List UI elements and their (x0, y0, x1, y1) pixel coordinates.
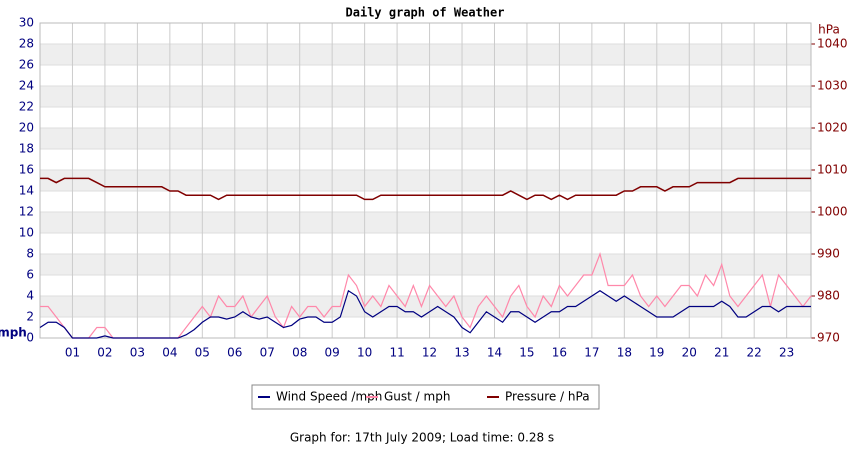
y-tick-label: 14 (19, 184, 34, 198)
grid-band (40, 212, 811, 233)
x-tick-label: 22 (747, 346, 762, 360)
x-tick-label: 20 (682, 346, 697, 360)
x-tick-label: 10 (357, 346, 372, 360)
x-tick-label: 16 (552, 346, 567, 360)
x-tick-label: 23 (779, 346, 794, 360)
legend-label: Wind Speed /mph (276, 390, 382, 404)
y-tick-label: 20 (19, 121, 34, 135)
y2-tick-label: 980 (817, 289, 840, 303)
plot-frame (39, 22, 812, 339)
y2-tick-label: 990 (817, 247, 840, 261)
x-tick-label: 15 (519, 346, 534, 360)
y2-axis-label: hPa (818, 23, 840, 37)
x-tick-label: 12 (422, 346, 437, 360)
y-axis-label: mph (0, 326, 27, 340)
legend-label: Pressure / hPa (505, 390, 590, 404)
x-tick-label: 07 (260, 346, 275, 360)
y-tick-label: 26 (19, 58, 34, 72)
x-tick-label: 03 (130, 346, 145, 360)
x-tick-label: 06 (227, 346, 242, 360)
legend (251, 384, 600, 410)
grid-band (40, 128, 811, 149)
y2-tick-label: 1020 (817, 121, 848, 135)
footer: Graph for: 17th July 2009; Load time: 0.… (290, 431, 554, 445)
y-tick-label: 4 (26, 289, 34, 303)
grid-band (40, 296, 811, 317)
grid-band (40, 44, 811, 65)
y-tick-label: 10 (19, 226, 34, 240)
y-tick-label: 12 (19, 205, 34, 219)
grid-band (40, 86, 811, 107)
y-tick-label: 0 (26, 331, 34, 345)
x-tick-label: 02 (97, 346, 112, 360)
y-tick-label: 30 (19, 16, 34, 30)
y-tick-label: 28 (19, 37, 34, 51)
x-tick-label: 18 (617, 346, 632, 360)
x-tick-label: 04 (162, 346, 177, 360)
y2-tick-label: 1010 (817, 163, 848, 177)
y2-tick-label: 970 (817, 331, 840, 345)
y-tick-label: 6 (26, 268, 34, 282)
x-tick-label: 01 (65, 346, 80, 360)
x-tick-label: 21 (714, 346, 729, 360)
y-tick-label: 24 (19, 79, 34, 93)
y2-tick-label: 1030 (817, 79, 848, 93)
y-tick-label: 16 (19, 163, 34, 177)
x-tick-label: 13 (454, 346, 469, 360)
x-tick-label: 14 (487, 346, 502, 360)
x-tick-label: 05 (195, 346, 210, 360)
x-tick-label: 17 (584, 346, 599, 360)
chart-title: Daily graph of Weather (346, 6, 505, 20)
y-tick-label: 18 (19, 142, 34, 156)
x-tick-label: 19 (649, 346, 664, 360)
series-line (40, 177, 811, 201)
grid-band (40, 254, 811, 275)
x-tick-label: 09 (325, 346, 340, 360)
x-tick-label: 11 (389, 346, 404, 360)
x-tick-label: 08 (292, 346, 307, 360)
y2-tick-label: 1040 (817, 37, 848, 51)
series-line (39, 289, 811, 339)
y-tick-label: 2 (26, 310, 34, 324)
y2-tick-label: 1000 (817, 205, 848, 219)
grid-band (40, 170, 811, 191)
y-tick-label: 8 (26, 247, 34, 261)
y-tick-label: 22 (19, 100, 34, 114)
legend-label: Gust / mph (384, 390, 450, 404)
